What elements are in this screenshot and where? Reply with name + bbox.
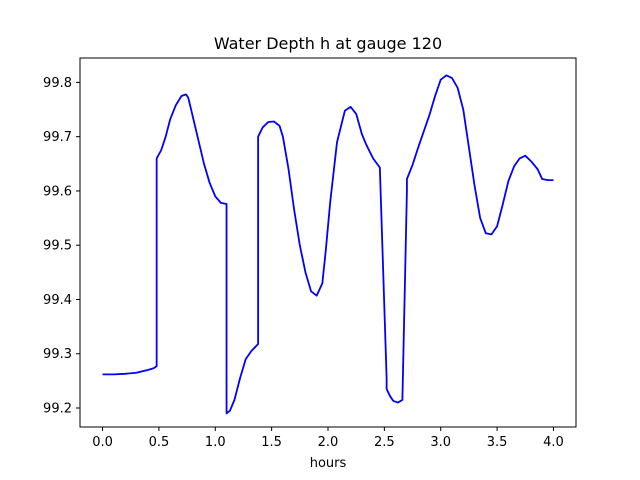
x-tick-label: 0.0 [92,435,113,450]
plot-area [102,74,554,415]
y-tick-label: 99.6 [43,184,72,199]
x-tick-label: 1.5 [261,435,282,450]
x-axis-label: hours [310,456,347,471]
series-line-0 [102,74,554,415]
y-tick-label: 99.8 [43,76,72,91]
x-tick-label: 2.5 [374,435,395,450]
x-tick-label: 4.0 [543,435,564,450]
x-tick-label: 2.0 [318,435,339,450]
y-tick-label: 99.2 [43,402,72,417]
y-tick-label: 99.3 [43,347,72,362]
y-tick-label: 99.7 [43,130,72,145]
y-tick-label: 99.5 [43,239,72,254]
axes-frame [79,57,577,428]
y-axis-ticks: 99.2 99.3 99.4 99.5 99.6 99.7 99.8 [43,76,80,417]
y-tick-label: 99.4 [43,293,72,308]
x-axis-ticks: 0.0 0.5 1.0 1.5 2.0 2.5 3.0 3.5 4.0 [92,427,564,450]
x-tick-label: 0.5 [149,435,170,450]
x-tick-label: 3.0 [430,435,451,450]
chart-title: Water Depth h at gauge 120 [214,34,442,53]
x-tick-label: 3.5 [487,435,508,450]
x-tick-label: 1.0 [205,435,226,450]
